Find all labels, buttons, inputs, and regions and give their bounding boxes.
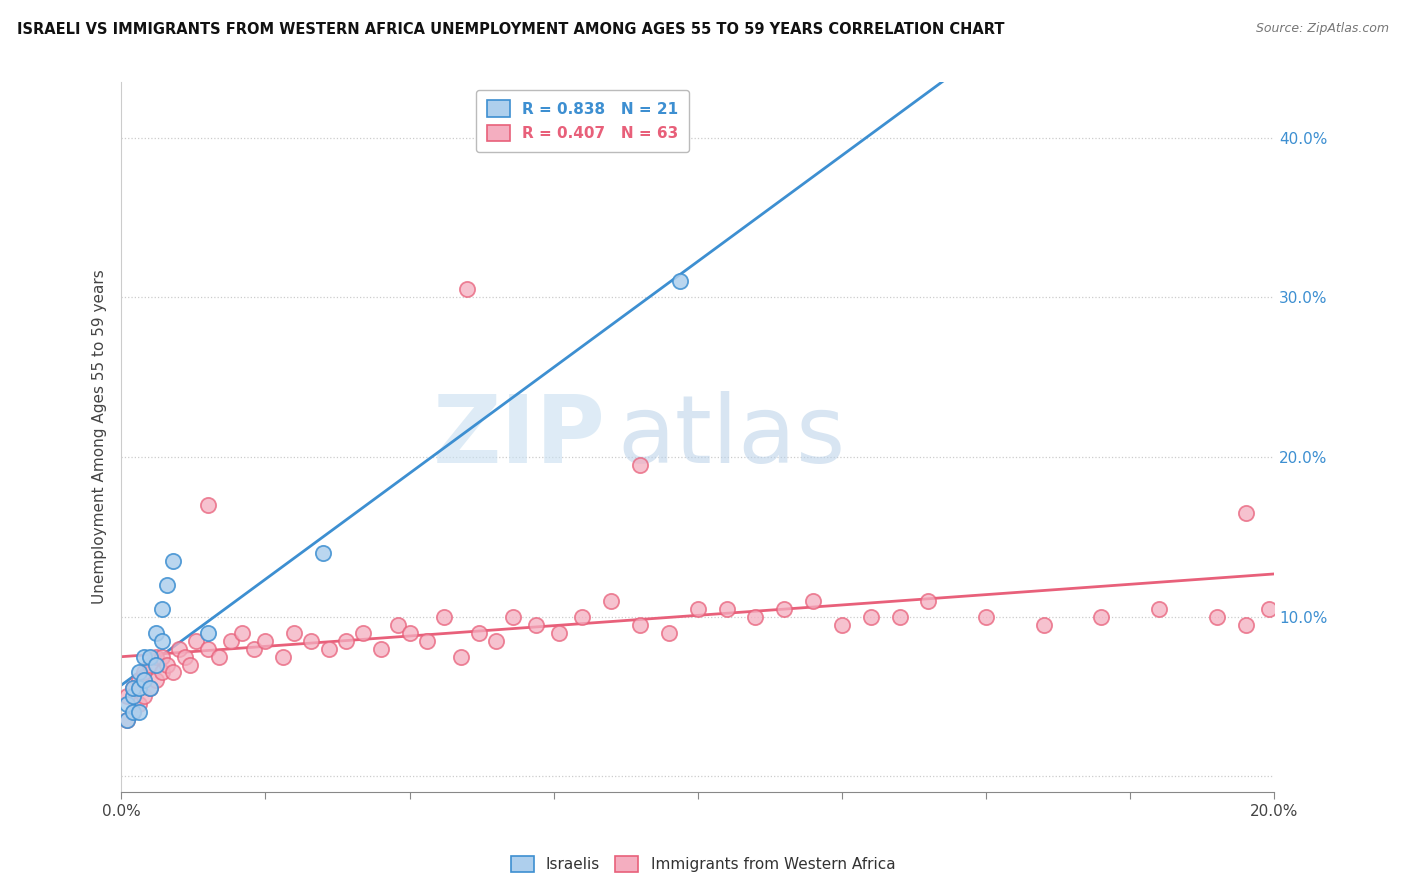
Point bbox=[121, 681, 143, 696]
Point bbox=[162, 665, 184, 680]
Text: ZIP: ZIP bbox=[433, 391, 606, 483]
Point bbox=[134, 690, 156, 704]
Point bbox=[121, 681, 143, 696]
Point bbox=[197, 625, 219, 640]
Point bbox=[716, 601, 738, 615]
Point bbox=[156, 657, 179, 672]
Point bbox=[128, 681, 150, 696]
Point bbox=[115, 698, 138, 712]
Point bbox=[571, 609, 593, 624]
Point bbox=[485, 633, 508, 648]
Y-axis label: Unemployment Among Ages 55 to 59 years: Unemployment Among Ages 55 to 59 years bbox=[93, 269, 107, 605]
Point bbox=[744, 609, 766, 624]
Point bbox=[128, 673, 150, 688]
Point bbox=[628, 617, 651, 632]
Point bbox=[1147, 601, 1170, 615]
Point bbox=[208, 649, 231, 664]
Point bbox=[134, 665, 156, 680]
Text: ISRAELI VS IMMIGRANTS FROM WESTERN AFRICA UNEMPLOYMENT AMONG AGES 55 TO 59 YEARS: ISRAELI VS IMMIGRANTS FROM WESTERN AFRIC… bbox=[17, 22, 1004, 37]
Point bbox=[167, 641, 190, 656]
Point bbox=[139, 681, 162, 696]
Point bbox=[387, 617, 409, 632]
Point bbox=[548, 625, 571, 640]
Point bbox=[831, 617, 853, 632]
Point bbox=[271, 649, 294, 664]
Point bbox=[1090, 609, 1112, 624]
Point bbox=[145, 625, 167, 640]
Point bbox=[1032, 617, 1054, 632]
Point bbox=[145, 673, 167, 688]
Point bbox=[162, 554, 184, 568]
Point bbox=[197, 498, 219, 512]
Point bbox=[156, 578, 179, 592]
Point bbox=[318, 641, 340, 656]
Point bbox=[352, 625, 374, 640]
Point bbox=[128, 698, 150, 712]
Point bbox=[139, 681, 162, 696]
Point bbox=[524, 617, 547, 632]
Point bbox=[600, 593, 623, 607]
Point bbox=[139, 649, 162, 664]
Point bbox=[467, 625, 489, 640]
Legend: R = 0.838   N = 21, R = 0.407   N = 63: R = 0.838 N = 21, R = 0.407 N = 63 bbox=[477, 89, 689, 152]
Point bbox=[179, 657, 201, 672]
Point bbox=[254, 633, 277, 648]
Point bbox=[128, 665, 150, 680]
Point bbox=[121, 706, 143, 720]
Point bbox=[219, 633, 242, 648]
Point bbox=[134, 673, 156, 688]
Point bbox=[433, 609, 456, 624]
Point bbox=[450, 649, 472, 664]
Point bbox=[889, 609, 911, 624]
Point bbox=[1257, 601, 1279, 615]
Point bbox=[115, 714, 138, 728]
Point bbox=[134, 649, 156, 664]
Point bbox=[669, 275, 692, 289]
Point bbox=[416, 633, 439, 648]
Point bbox=[502, 609, 524, 624]
Point bbox=[658, 625, 681, 640]
Point bbox=[197, 641, 219, 656]
Point bbox=[150, 665, 173, 680]
Point bbox=[139, 657, 162, 672]
Point bbox=[283, 625, 305, 640]
Point bbox=[335, 633, 357, 648]
Point bbox=[398, 625, 420, 640]
Point bbox=[145, 657, 167, 672]
Point bbox=[186, 633, 208, 648]
Point bbox=[115, 690, 138, 704]
Point bbox=[1234, 617, 1257, 632]
Point bbox=[859, 609, 882, 624]
Point bbox=[628, 458, 651, 472]
Point bbox=[456, 282, 478, 296]
Point bbox=[121, 706, 143, 720]
Point bbox=[121, 690, 143, 704]
Point bbox=[974, 609, 997, 624]
Point bbox=[150, 601, 173, 615]
Text: atlas: atlas bbox=[617, 391, 845, 483]
Point bbox=[370, 641, 392, 656]
Point bbox=[150, 633, 173, 648]
Point bbox=[801, 593, 824, 607]
Legend: Israelis, Immigrants from Western Africa: Israelis, Immigrants from Western Africa bbox=[503, 848, 903, 880]
Point bbox=[128, 706, 150, 720]
Point bbox=[145, 649, 167, 664]
Point bbox=[917, 593, 939, 607]
Point bbox=[150, 649, 173, 664]
Point bbox=[773, 601, 796, 615]
Point bbox=[173, 649, 195, 664]
Point bbox=[243, 641, 266, 656]
Point bbox=[686, 601, 709, 615]
Point bbox=[231, 625, 253, 640]
Point bbox=[312, 546, 335, 560]
Point bbox=[1205, 609, 1227, 624]
Point bbox=[1234, 506, 1257, 520]
Point bbox=[301, 633, 323, 648]
Text: Source: ZipAtlas.com: Source: ZipAtlas.com bbox=[1256, 22, 1389, 36]
Point bbox=[115, 714, 138, 728]
